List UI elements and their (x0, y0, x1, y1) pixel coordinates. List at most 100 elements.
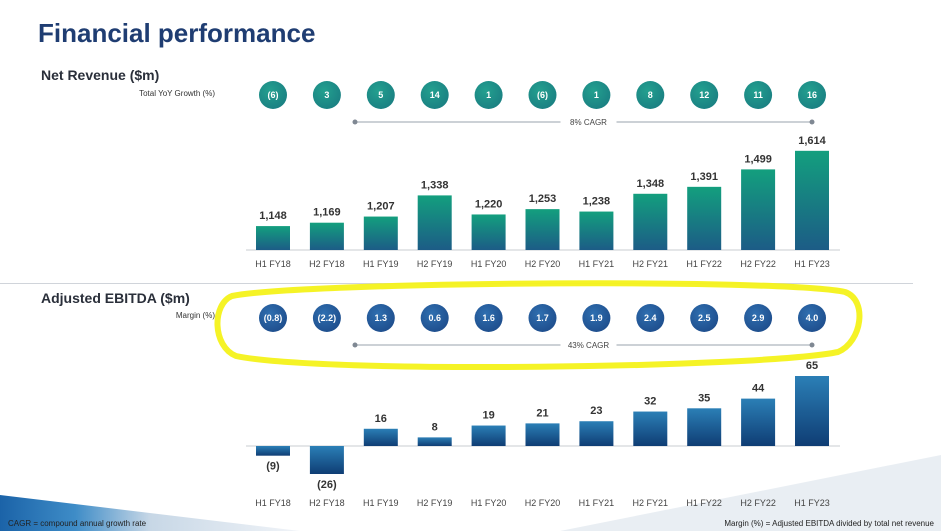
revenue-category-label: H1 FY21 (579, 259, 615, 269)
ebitda-bar (687, 408, 722, 446)
revenue-data-label: 1,614 (798, 135, 826, 147)
ebitda-indicator-circle (420, 304, 449, 332)
revenue-category-label: H1 FY18 (255, 259, 291, 269)
revenue-indicator-circle (528, 81, 557, 109)
ebitda-category-label: H1 FY21 (579, 498, 615, 508)
ebitda-indicator-circle (582, 304, 611, 332)
revenue-indicator-circle (474, 81, 503, 109)
ebitda-data-label: 32 (644, 396, 656, 408)
revenue-data-label: 1,391 (690, 171, 718, 183)
ebitda-indicator-value: 2.5 (698, 313, 711, 323)
revenue-data-label: 1,253 (529, 193, 557, 205)
ebitda-data-label: 65 (806, 360, 818, 372)
ebitda-category-label: H2 FY20 (525, 498, 561, 508)
ebitda-bar (579, 421, 614, 446)
revenue-category-label: H1 FY22 (686, 259, 722, 269)
revenue-category-label: H2 FY20 (525, 259, 561, 269)
revenue-indicator-value: 3 (324, 90, 329, 100)
revenue-data-label: 1,499 (744, 153, 772, 165)
revenue-indicator-value: 8 (648, 90, 653, 100)
ebitda-bar (471, 425, 506, 446)
revenue-indicator-circle (582, 81, 611, 109)
revenue-indicator-value: 14 (430, 90, 440, 100)
revenue-indicator-circle (798, 81, 826, 109)
revenue-bar (471, 214, 506, 250)
ebitda-indicator-circle (474, 304, 503, 332)
ebitda-category-label: H2 FY22 (740, 498, 776, 508)
revenue-bar (579, 211, 614, 250)
revenue-bar (309, 222, 344, 250)
ebitda-indicator-value: 1.7 (536, 313, 549, 323)
revenue-category-label: H1 FY20 (471, 259, 507, 269)
ebitda-indicator-value: (0.8) (264, 313, 283, 323)
revenue-indicator-value: 16 (807, 90, 817, 100)
revenue-cagr-label: 8% CAGR (570, 118, 607, 127)
revenue-category-label: H1 FY19 (363, 259, 399, 269)
revenue-indicator-value: 1 (594, 90, 599, 100)
ebitda-bar (633, 411, 668, 446)
ebitda-indicator-circle (528, 304, 557, 332)
ebitda-data-label: (9) (266, 461, 280, 473)
revenue-category-label: H2 FY19 (417, 259, 453, 269)
revenue-indicator-circle (744, 81, 773, 109)
revenue-data-label: 1,338 (421, 179, 449, 191)
ebitda-data-label: 44 (752, 383, 765, 395)
revenue-section-title: Net Revenue ($m) (41, 67, 160, 83)
revenue-data-label: 1,169 (313, 207, 341, 219)
revenue-category-label: H2 FY22 (740, 259, 776, 269)
ebitda-category-label: H2 FY18 (309, 498, 345, 508)
ebitda-indicator-circle (259, 304, 287, 332)
revenue-bar (633, 193, 668, 250)
revenue-growth-row-label: Total YoY Growth (%) (139, 89, 215, 98)
revenue-bar (256, 226, 290, 250)
ebitda-category-label: H1 FY20 (471, 498, 507, 508)
ebitda-data-label: 35 (698, 392, 710, 404)
ebitda-bar (363, 428, 398, 446)
ebitda-indicator-value: 2.4 (644, 313, 657, 323)
revenue-cagr-end-dot (809, 119, 815, 125)
revenue-indicator-circle (312, 81, 341, 109)
revenue-indicator-circle (690, 81, 719, 109)
ebitda-category-label: H1 FY22 (686, 498, 722, 508)
ebitda-indicator-circle (798, 304, 826, 332)
ebitda-data-label: (26) (317, 479, 337, 491)
ebitda-data-label: 16 (375, 413, 387, 425)
revenue-indicator-value: 12 (699, 90, 709, 100)
page-title: Financial performance (38, 18, 316, 48)
revenue-indicator-value: (6) (268, 90, 279, 100)
revenue-indicator-circle (420, 81, 449, 109)
revenue-cagr-start-dot (352, 119, 358, 125)
ebitda-category-label: H1 FY23 (794, 498, 830, 508)
ebitda-bar (795, 376, 829, 446)
footer-cagr-note: CAGR = compound annual growth rate (8, 519, 147, 528)
footer-margin-note: Margin (%) = Adjusted EBITDA divided by … (724, 519, 934, 528)
revenue-data-label: 1,238 (583, 196, 611, 208)
revenue-bar (525, 209, 560, 250)
ebitda-section-title: Adjusted EBITDA ($m) (41, 290, 190, 306)
ebitda-indicator-value: 1.6 (482, 313, 495, 323)
ebitda-margin-row-label: Margin (%) (175, 311, 215, 320)
ebitda-data-label: 19 (482, 410, 494, 422)
revenue-data-label: 1,220 (475, 198, 503, 210)
ebitda-cagr-end-dot (809, 342, 815, 348)
ebitda-bar (417, 437, 452, 446)
ebitda-indicator-circle (636, 304, 665, 332)
revenue-indicator-value: 11 (753, 90, 763, 100)
ebitda-bar (309, 446, 344, 474)
revenue-indicator-value: 1 (486, 90, 491, 100)
revenue-bar (795, 150, 829, 250)
ebitda-data-label: 21 (536, 407, 548, 419)
ebitda-cagr-label: 43% CAGR (568, 341, 610, 350)
revenue-category-label: H2 FY21 (633, 259, 669, 269)
ebitda-category-label: H2 FY21 (633, 498, 669, 508)
revenue-data-label: 1,148 (259, 210, 287, 222)
ebitda-data-label: 8 (432, 421, 438, 433)
revenue-indicator-value: (6) (537, 90, 548, 100)
ebitda-category-label: H2 FY19 (417, 498, 453, 508)
revenue-bar (687, 186, 722, 250)
revenue-indicator-value: 5 (378, 90, 383, 100)
ebitda-indicator-circle (312, 304, 341, 332)
